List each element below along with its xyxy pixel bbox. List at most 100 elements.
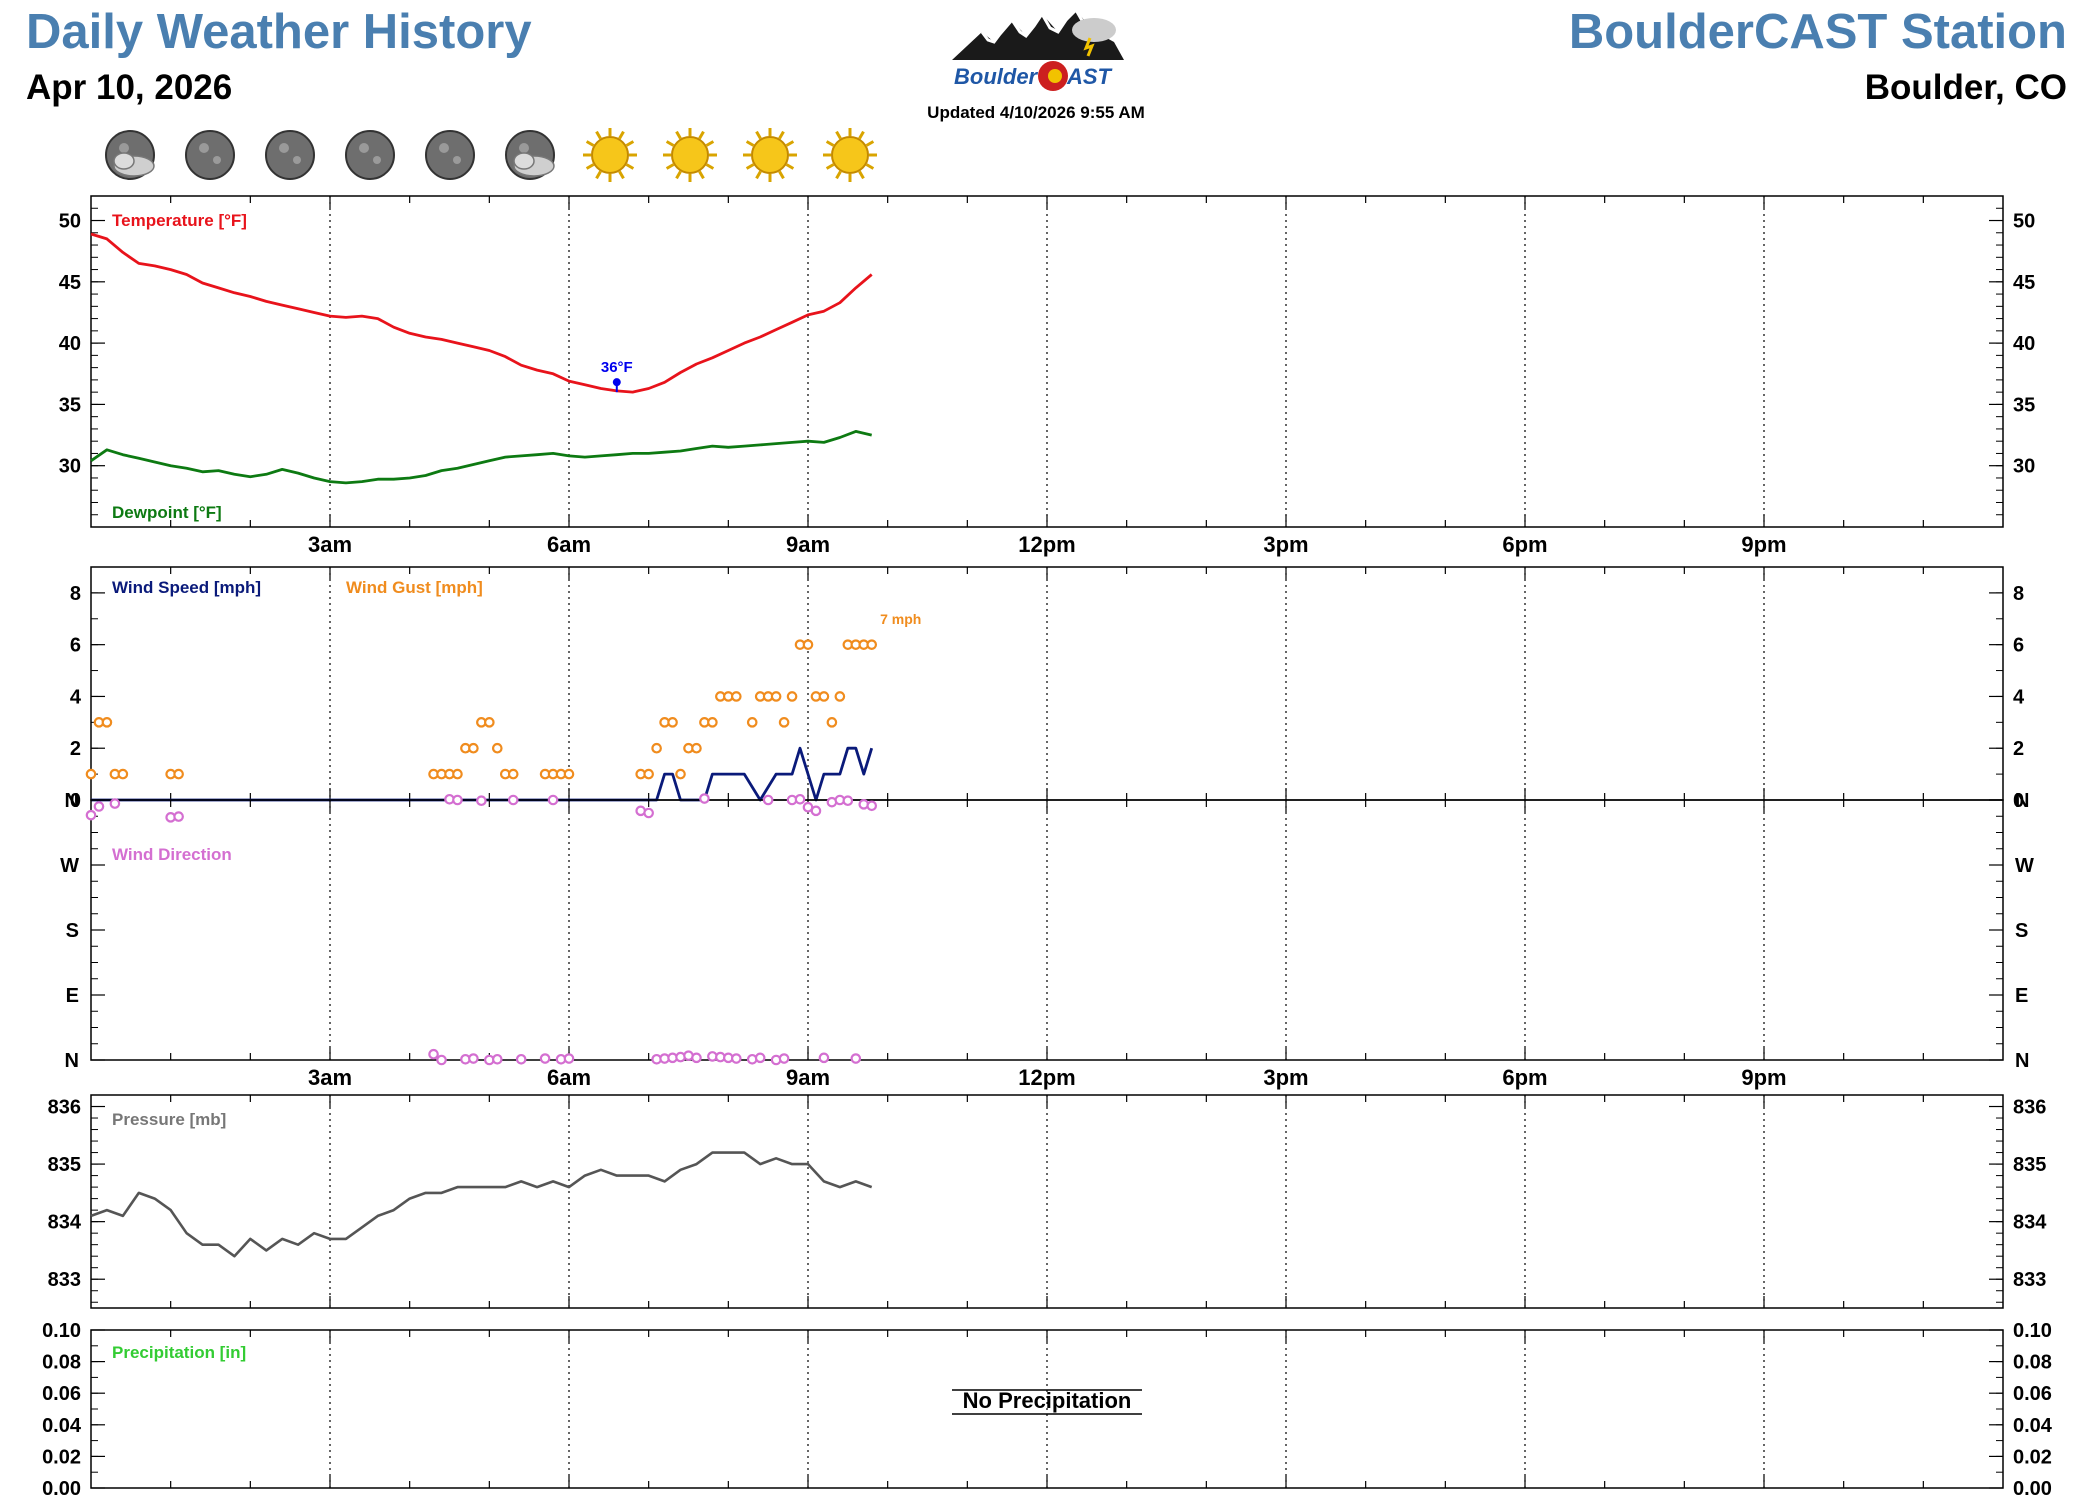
x-tick-label: 3pm	[1263, 532, 1308, 557]
y-tick-label-left: 836	[48, 1097, 81, 1119]
x-tick-label: 3am	[308, 532, 352, 557]
updated-timestamp: Updated 4/10/2026 9:55 AM	[927, 103, 1145, 122]
y-tick-label-left: 0.10	[42, 1320, 81, 1342]
y-tick-label-right: 50	[2013, 211, 2035, 233]
page-title: Daily Weather History	[26, 5, 532, 59]
wind-gust-point	[675, 768, 686, 780]
partly-cloudy-night-icon	[105, 130, 155, 180]
wind-direction-point	[93, 801, 105, 812]
logo-text-right: AST	[1066, 64, 1113, 89]
wind-direction-point	[699, 793, 710, 804]
wind-direction-point	[468, 1053, 479, 1064]
y-tick-label-right: S	[2015, 920, 2028, 942]
wind-gust-point	[730, 691, 742, 702]
wind-gust-point	[818, 691, 830, 702]
wind-gust-point	[651, 742, 662, 754]
y-tick-label-left: 8	[70, 583, 81, 605]
wind-gust-point	[866, 639, 878, 650]
wind-direction-point	[866, 800, 878, 812]
wind-direction-point	[842, 795, 854, 807]
wind-direction-point	[643, 807, 654, 819]
min-temp-label: 36°F	[601, 359, 633, 376]
wind-gust-point	[802, 639, 814, 650]
y-tick-label-right: 833	[2013, 1269, 2046, 1291]
wind-direction-point	[762, 794, 774, 806]
y-tick-label-left: E	[66, 985, 79, 1007]
y-tick-label-right: 40	[2013, 333, 2035, 355]
no-precipitation-message: No Precipitation	[963, 1388, 1132, 1413]
y-tick-label-left: 6	[70, 635, 81, 657]
report-date: Apr 10, 2026	[26, 68, 233, 107]
y-tick-label-right: 0.08	[2013, 1352, 2052, 1374]
wind-gust-point	[468, 742, 479, 754]
y-tick-label-left: 0.00	[42, 1478, 81, 1497]
wind-gust-point	[173, 768, 184, 780]
y-tick-label-right: 835	[2013, 1154, 2046, 1176]
sun-icon	[663, 128, 717, 182]
wind-direction-point	[850, 1053, 862, 1064]
wind-gust-point	[491, 742, 503, 754]
x-tick-label: 9pm	[1741, 532, 1786, 557]
wind-direction-point	[691, 1052, 702, 1064]
x-tick-label: 6pm	[1502, 1065, 1547, 1090]
wind-direction-point	[778, 1053, 790, 1064]
wind-gust-point	[770, 691, 782, 702]
wind-direction-point	[428, 1048, 439, 1060]
x-tick-label: 12pm	[1018, 1065, 1075, 1090]
moon-icon	[345, 130, 395, 180]
y-tick-label-right: 0.02	[2013, 1446, 2052, 1468]
y-tick-label-right: N	[2015, 790, 2029, 812]
wind-direction-point	[547, 794, 559, 806]
wind-gust-point	[643, 768, 654, 780]
y-tick-label-right: 30	[2013, 456, 2035, 478]
y-tick-label-right: 35	[2013, 394, 2035, 416]
wind-direction-point	[491, 1053, 503, 1065]
wind-direction-point	[563, 1053, 575, 1064]
pressure-legend: Pressure [mb]	[112, 1110, 226, 1129]
x-tick-label: 3am	[308, 1065, 352, 1090]
wind-direction-point	[794, 793, 806, 805]
wind-gust-point	[452, 768, 463, 780]
wind-gust-point	[691, 742, 702, 754]
sun-icon	[823, 128, 877, 182]
x-tick-label: 6am	[547, 532, 591, 557]
x-tick-label: 9am	[786, 1065, 830, 1090]
sun-icon	[583, 128, 637, 182]
wind-gust-point	[778, 717, 790, 728]
wind-gust-point	[826, 717, 838, 728]
wind-gust-point	[484, 717, 495, 728]
wind-direction-point	[539, 1053, 551, 1064]
y-tick-label-right: W	[2015, 855, 2034, 877]
min-temp-marker	[612, 378, 621, 387]
y-tick-label-left: 0.06	[42, 1383, 81, 1405]
wind-direction-point	[436, 1054, 447, 1066]
y-tick-label-left: 834	[48, 1212, 82, 1234]
y-tick-label-left: 40	[59, 333, 81, 355]
y-tick-label-right: 834	[2013, 1212, 2047, 1234]
y-tick-label-left: 2	[70, 738, 81, 760]
y-tick-label-right: E	[2015, 985, 2028, 1007]
y-tick-label-right: 0.10	[2013, 1320, 2052, 1342]
y-tick-label-left: 835	[48, 1154, 81, 1176]
x-tick-label: 6pm	[1502, 532, 1547, 557]
y-tick-label-right: 45	[2013, 272, 2035, 294]
wind-gust-point	[746, 717, 758, 728]
wind-direction-panel-frame	[90, 799, 2004, 1061]
y-tick-label-left: 833	[48, 1269, 81, 1291]
wind-gust-point	[707, 717, 718, 728]
x-tick-label: 12pm	[1018, 532, 1075, 557]
sun-icon	[743, 128, 797, 182]
wind-gust-point	[786, 691, 798, 702]
wind-direction-point	[173, 811, 184, 822]
y-tick-label-left: 35	[59, 394, 81, 416]
y-tick-label-right: 6	[2013, 635, 2024, 657]
wind-direction-legend: Wind Direction	[112, 845, 232, 864]
wind-gust-point	[85, 768, 97, 780]
y-tick-label-left: 4	[70, 686, 82, 708]
y-tick-label-left: N	[65, 790, 79, 812]
x-tick-label: 3pm	[1263, 1065, 1308, 1090]
y-tick-label-right: 4	[2013, 686, 2025, 708]
wind-gust-point	[117, 768, 129, 780]
y-tick-label-left: S	[66, 920, 79, 942]
